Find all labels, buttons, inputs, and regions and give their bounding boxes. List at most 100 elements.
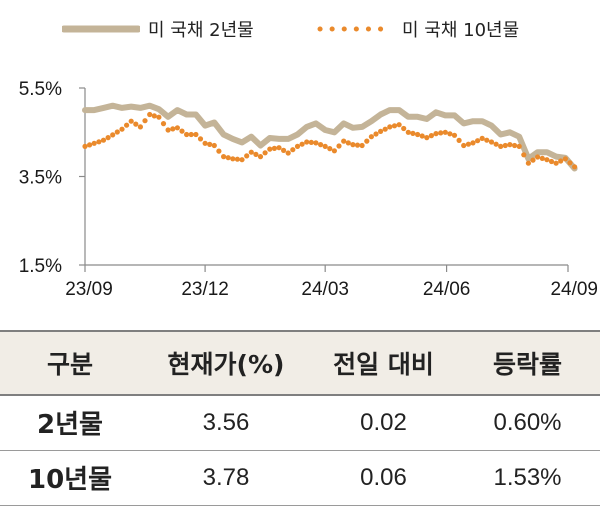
series-point-10y-mid: [475, 138, 481, 144]
series-point-10y: [193, 131, 199, 138]
series-point-10y-mid: [336, 143, 342, 149]
series-point-10y: [110, 132, 116, 138]
legend-item-2y: 미 국채 2년물: [62, 16, 254, 42]
series-point-10y-mid: [299, 141, 305, 147]
header-daily-change: 전일 대비: [312, 330, 455, 396]
series-point-10y-mid: [105, 135, 111, 141]
series-point-10y-mid: [345, 140, 351, 146]
table-row: 2년물 3.56 0.02 0.60%: [0, 395, 600, 451]
series-point-10y: [128, 118, 134, 124]
series-point-10y: [91, 140, 97, 146]
series-point-10y-mid: [410, 130, 416, 136]
series-point-10y: [137, 124, 143, 130]
cell-daily-change: 0.02: [312, 395, 455, 451]
header-current-price: 현재가(%): [140, 330, 312, 396]
series-point-10y-mid: [548, 158, 555, 165]
series-point-10y: [267, 146, 273, 152]
series-point-10y-mid: [133, 121, 139, 127]
series-point-10y-mid: [151, 113, 157, 119]
series-point-10y: [184, 131, 190, 138]
series-point-10y-mid: [530, 157, 536, 163]
series-point-10y-mid: [170, 126, 176, 132]
series-point-10y-mid: [197, 136, 204, 142]
series-point-10y-mid: [373, 131, 379, 137]
x-tick-label: 24/09: [550, 279, 598, 300]
series-point-10y: [405, 129, 411, 135]
series-point-10y: [359, 142, 365, 149]
series-point-10y-mid: [354, 142, 361, 148]
series-point-10y-mid: [244, 153, 250, 159]
series-point-10y: [553, 160, 559, 166]
series-point-10y: [544, 157, 550, 163]
series-point-10y: [156, 114, 162, 120]
chart-canvas: 5.5% 3.5% 1.5%23/09 23/12 24/03 24/06 24/09: [19, 79, 598, 300]
series-point-10y-mid: [87, 142, 93, 148]
series-point-10y: [257, 154, 264, 160]
series-point-10y-mid: [179, 128, 185, 134]
series-point-10y: [415, 131, 421, 138]
yield-line-chart: 5.5% 3.5% 1.5% 23/09 23/12 24/03 24/06 24/09: [0, 60, 600, 315]
series-point-10y-mid: [216, 148, 222, 154]
series-point-10y: [285, 150, 291, 156]
series-point-10y-mid: [271, 145, 277, 151]
series-point-10y-mid: [484, 137, 490, 143]
series-point-10y: [442, 129, 448, 135]
series-point-10y: [470, 140, 476, 146]
series-point-10y-mid: [327, 146, 333, 152]
series-point-10y-mid: [558, 158, 564, 164]
series-point-10y: [368, 134, 374, 140]
series-point-10y-mid: [160, 121, 167, 127]
series-point-10y: [294, 143, 301, 149]
x-tick-label: 23/12: [181, 279, 229, 300]
series-point-10y-mid: [539, 155, 545, 161]
x-tick-label: 23/09: [65, 279, 113, 300]
series-point-10y: [461, 142, 467, 149]
series-point-10y: [313, 140, 319, 146]
series-point-10y: [165, 127, 171, 133]
series-point-10y: [488, 139, 495, 145]
series-point-10y-mid: [447, 131, 453, 137]
cell-change-rate: 0.60%: [455, 395, 600, 451]
series-point-10y-mid: [308, 139, 314, 145]
cell-change-rate: 1.53%: [455, 450, 600, 506]
legend-swatch-10y: [317, 26, 394, 32]
series-point-10y: [562, 156, 569, 162]
table-header-row: 구분 현재가(%) 전일 대비 등락률: [0, 330, 600, 396]
series-point-10y: [82, 143, 88, 149]
series-point-10y: [535, 154, 541, 160]
series-point-10y: [507, 142, 513, 148]
series-point-10y: [276, 145, 282, 151]
series-point-10y-mid: [401, 125, 407, 132]
series-point-10y-mid: [207, 141, 213, 147]
series-point-10y: [498, 143, 504, 149]
x-tick-label: 24/03: [301, 279, 349, 300]
row-label: 2년물: [0, 395, 140, 451]
series-point-10y-mid: [465, 141, 471, 147]
series-point-10y-mid: [428, 133, 434, 139]
y-tick-label: 3.5%: [19, 168, 62, 189]
series-point-10y-mid: [281, 147, 287, 153]
y-tick-label: 1.5%: [19, 256, 62, 277]
series-point-10y: [174, 125, 180, 131]
series-point-10y-mid: [262, 150, 268, 156]
series-point-10y: [239, 157, 245, 163]
legend-swatch-2y: [62, 25, 140, 33]
series-point-10y: [230, 156, 236, 162]
series-point-10y-mid: [511, 142, 518, 149]
series-point-10y: [396, 122, 402, 128]
series-point-10y-mid: [419, 133, 425, 139]
header-change-rate: 등락률: [455, 330, 600, 396]
series-point-10y-mid: [96, 139, 102, 145]
series-point-10y: [331, 148, 337, 154]
series-point-10y-mid: [456, 137, 462, 143]
series-point-10y: [341, 138, 347, 144]
series-point-10y-mid: [502, 142, 508, 149]
series-point-10y: [451, 132, 458, 138]
header-category: 구분: [0, 330, 140, 396]
series-point-10y: [525, 160, 532, 166]
series-point-10y-mid: [124, 122, 130, 128]
series-point-10y-mid: [391, 123, 398, 129]
series-point-10y-mid: [364, 138, 370, 144]
series-point-10y-mid: [567, 160, 573, 166]
series-line-2y: [82, 102, 578, 172]
